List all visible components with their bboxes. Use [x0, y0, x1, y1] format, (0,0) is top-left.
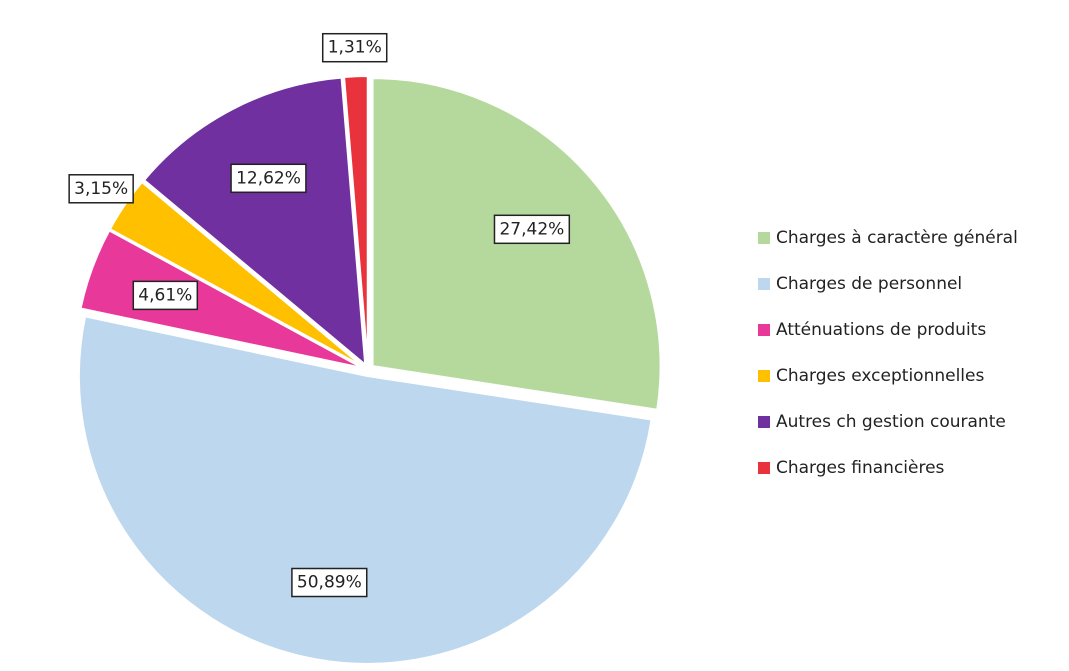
legend-swatch [758, 370, 770, 382]
legend-label: Atténuations de produits [776, 320, 986, 340]
data-label-box [68, 174, 134, 204]
legend-label: Charges financières [776, 458, 945, 478]
data-label: 3,15% [68, 174, 134, 204]
data-label-box [132, 280, 199, 311]
legend-label: Charges à caractère général [776, 228, 1018, 248]
legend-swatch [758, 462, 770, 474]
pie-slice [142, 76, 367, 367]
data-label-text: 3,15% [74, 179, 128, 199]
data-label-box [230, 163, 307, 194]
pie-slice [77, 315, 653, 665]
data-label-text: 1,31% [328, 38, 382, 58]
legend-swatch [758, 416, 770, 428]
data-label: 1,31% [321, 32, 388, 63]
legend-swatch [758, 278, 770, 290]
legend-swatch [758, 324, 770, 336]
data-label-box [321, 32, 388, 63]
data-label-box [291, 567, 368, 598]
pie-slice [108, 180, 364, 368]
data-label: 12,62% [230, 163, 307, 194]
legend-swatch [758, 232, 770, 244]
data-label-text: 50,89% [297, 573, 362, 593]
legend-label: Autres ch gestion courante [776, 412, 1006, 432]
pie-slice [342, 75, 369, 365]
data-label: 27,42% [493, 214, 571, 245]
legend-label: Charges exceptionnelles [776, 366, 984, 386]
data-label-text: 4,61% [138, 285, 192, 305]
data-label-text: 12,62% [236, 168, 301, 188]
data-label-box [493, 214, 571, 245]
pie-slice [79, 229, 363, 369]
data-label: 50,89% [291, 567, 368, 598]
legend-label: Charges de personnel [776, 274, 962, 294]
data-label: 4,61% [132, 280, 199, 311]
data-label-text: 27,42% [499, 219, 564, 239]
